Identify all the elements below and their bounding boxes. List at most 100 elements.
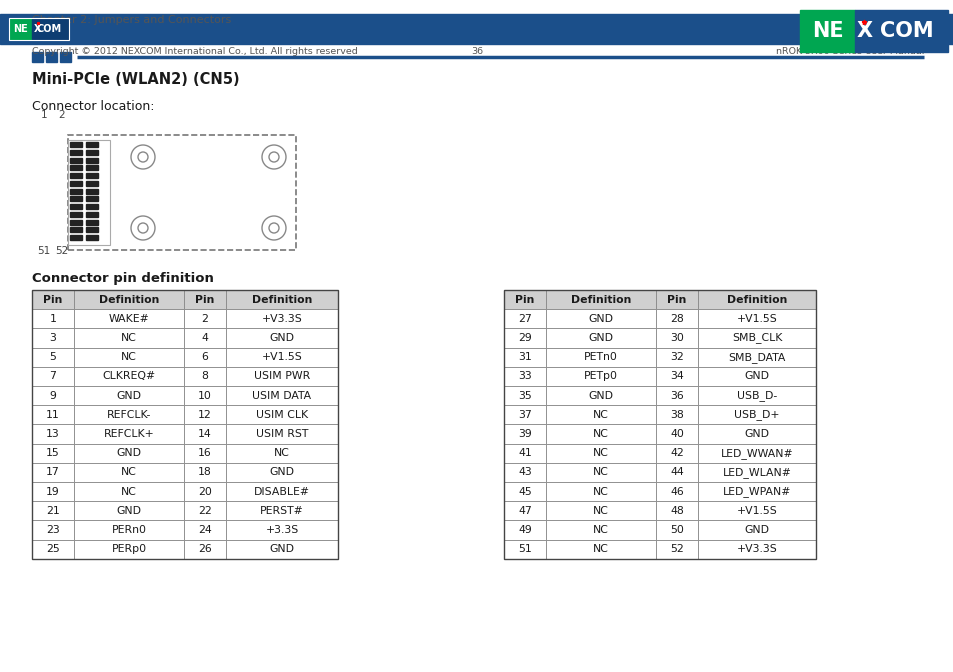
Bar bbox=[545, 501, 656, 520]
Bar bbox=[184, 425, 226, 444]
Text: 13: 13 bbox=[46, 429, 60, 439]
Text: Pin: Pin bbox=[43, 294, 63, 304]
Text: 15: 15 bbox=[46, 448, 60, 458]
Bar bbox=[32, 52, 43, 62]
Bar bbox=[226, 501, 337, 520]
Bar bbox=[184, 386, 226, 405]
Bar bbox=[698, 482, 815, 501]
Text: NC: NC bbox=[593, 429, 608, 439]
Bar bbox=[226, 405, 337, 425]
Bar bbox=[503, 463, 545, 482]
Bar bbox=[698, 405, 815, 425]
Bar bbox=[86, 150, 98, 155]
Text: 24: 24 bbox=[198, 525, 212, 535]
Text: LED_WPAN#: LED_WPAN# bbox=[722, 486, 790, 497]
Text: Pin: Pin bbox=[666, 294, 686, 304]
Text: NE: NE bbox=[811, 21, 842, 41]
Text: 17: 17 bbox=[46, 468, 60, 477]
Bar bbox=[184, 520, 226, 540]
Text: GND: GND bbox=[116, 448, 141, 458]
Text: DISABLE#: DISABLE# bbox=[253, 487, 310, 497]
Bar bbox=[74, 520, 184, 540]
Bar bbox=[0, 14, 953, 44]
Bar bbox=[698, 501, 815, 520]
Text: 34: 34 bbox=[669, 372, 683, 382]
Bar bbox=[656, 501, 698, 520]
Text: 23: 23 bbox=[46, 525, 60, 535]
Bar bbox=[545, 309, 656, 329]
Bar bbox=[656, 309, 698, 329]
Text: NC: NC bbox=[121, 333, 137, 343]
Bar bbox=[86, 204, 98, 209]
Text: +V1.5S: +V1.5S bbox=[736, 506, 777, 516]
Text: Definition: Definition bbox=[726, 294, 786, 304]
Bar bbox=[70, 220, 82, 224]
Bar bbox=[698, 347, 815, 367]
Text: +V3.3S: +V3.3S bbox=[261, 314, 302, 324]
Text: GND: GND bbox=[269, 333, 294, 343]
Text: 39: 39 bbox=[517, 429, 532, 439]
Bar bbox=[32, 482, 74, 501]
Bar bbox=[656, 347, 698, 367]
Bar bbox=[503, 540, 545, 559]
Text: PERn0: PERn0 bbox=[112, 525, 147, 535]
Text: GND: GND bbox=[588, 314, 613, 324]
Bar bbox=[656, 540, 698, 559]
Text: 12: 12 bbox=[198, 410, 212, 420]
Text: 9: 9 bbox=[50, 390, 56, 401]
Text: 52: 52 bbox=[669, 544, 683, 554]
Text: LED_WWAN#: LED_WWAN# bbox=[720, 448, 793, 459]
Bar bbox=[32, 367, 74, 386]
Text: 1: 1 bbox=[50, 314, 56, 324]
Text: NC: NC bbox=[593, 410, 608, 420]
Bar bbox=[226, 347, 337, 367]
Bar bbox=[68, 135, 295, 250]
Bar bbox=[68, 140, 110, 245]
Bar bbox=[184, 405, 226, 425]
Bar bbox=[503, 425, 545, 444]
Bar bbox=[656, 425, 698, 444]
Bar bbox=[184, 444, 226, 463]
Bar bbox=[74, 405, 184, 425]
Bar bbox=[70, 227, 82, 233]
Text: Definition: Definition bbox=[570, 294, 631, 304]
Bar bbox=[74, 540, 184, 559]
Text: GND: GND bbox=[269, 544, 294, 554]
Bar bbox=[184, 290, 226, 309]
Bar bbox=[545, 444, 656, 463]
Text: Connector location:: Connector location: bbox=[32, 100, 154, 113]
Bar bbox=[32, 309, 74, 329]
Bar bbox=[503, 347, 545, 367]
Text: PETn0: PETn0 bbox=[583, 352, 618, 362]
Bar bbox=[503, 386, 545, 405]
Bar bbox=[545, 540, 656, 559]
Text: WAKE#: WAKE# bbox=[109, 314, 150, 324]
Text: GND: GND bbox=[116, 506, 141, 516]
Text: 4: 4 bbox=[201, 333, 208, 343]
Bar bbox=[698, 367, 815, 386]
Bar bbox=[698, 290, 815, 309]
Text: 35: 35 bbox=[517, 390, 532, 401]
Bar bbox=[184, 463, 226, 482]
Bar bbox=[74, 309, 184, 329]
Text: 6: 6 bbox=[201, 352, 208, 362]
Text: 21: 21 bbox=[46, 506, 60, 516]
Text: 46: 46 bbox=[669, 487, 683, 497]
Text: 37: 37 bbox=[517, 410, 532, 420]
Bar bbox=[70, 150, 82, 155]
Text: 51: 51 bbox=[517, 544, 532, 554]
Text: 25: 25 bbox=[46, 544, 60, 554]
Bar bbox=[32, 520, 74, 540]
Text: NC: NC bbox=[121, 468, 137, 477]
Bar bbox=[503, 501, 545, 520]
Bar bbox=[70, 142, 82, 147]
Bar bbox=[545, 520, 656, 540]
Bar bbox=[545, 367, 656, 386]
Bar bbox=[698, 520, 815, 540]
Text: X: X bbox=[856, 21, 872, 41]
Text: 2: 2 bbox=[201, 314, 208, 324]
Text: Mini-PCIe (WLAN2) (CN5): Mini-PCIe (WLAN2) (CN5) bbox=[32, 72, 239, 87]
Bar bbox=[10, 19, 32, 39]
Text: 43: 43 bbox=[517, 468, 532, 477]
Bar bbox=[698, 463, 815, 482]
